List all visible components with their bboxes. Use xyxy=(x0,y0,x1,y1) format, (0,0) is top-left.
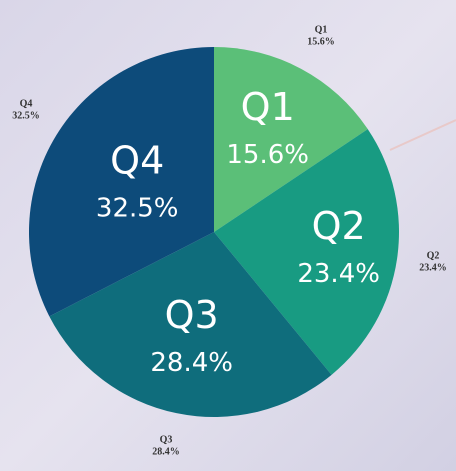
slice-value-label: 32.5% xyxy=(96,194,179,224)
slice-label: Q3 xyxy=(165,293,219,337)
outer-value-label: 32.5% xyxy=(12,110,40,121)
pie-slice xyxy=(214,129,399,375)
pie-slice xyxy=(214,47,368,232)
slice-value-label: 23.4% xyxy=(297,259,380,289)
slice-value-label: 28.4% xyxy=(150,348,233,378)
slice-label: Q2 xyxy=(312,204,366,248)
outer-label: Q3 xyxy=(160,434,173,445)
outer-value-label: 23.4% xyxy=(419,262,447,273)
outer-label: Q2 xyxy=(427,250,440,261)
outer-value-label: 15.6% xyxy=(307,36,335,47)
outer-value-label: 28.4% xyxy=(152,446,180,457)
pie-slice xyxy=(49,232,332,417)
slice-label: Q4 xyxy=(110,139,164,183)
slice-label: Q1 xyxy=(241,85,295,129)
background-decoration xyxy=(389,119,456,151)
outer-label: Q1 xyxy=(315,24,328,35)
outer-label: Q4 xyxy=(20,98,33,109)
slice-value-label: 15.6% xyxy=(226,140,309,170)
pie-slice xyxy=(29,47,214,317)
